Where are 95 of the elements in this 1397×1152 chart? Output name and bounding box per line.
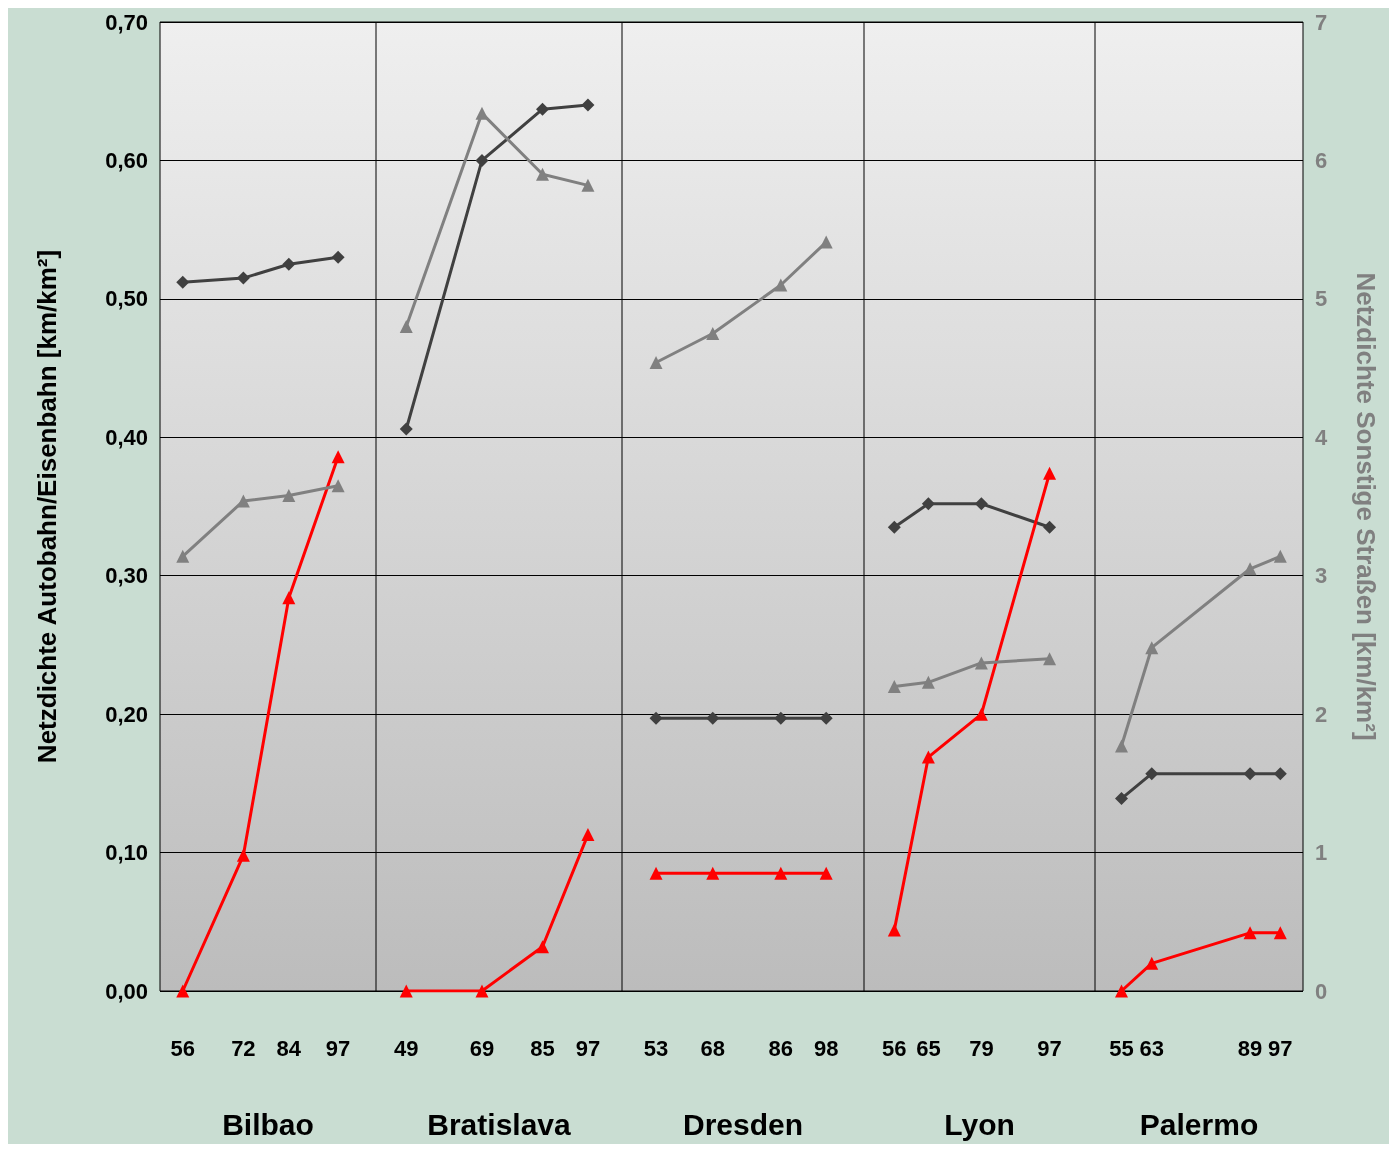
y-tick-label: 0,50 [105, 286, 148, 312]
point [176, 984, 190, 998]
point [535, 167, 549, 181]
point [1043, 652, 1057, 666]
x-tick-label: 97 [325, 1035, 351, 1061]
point [176, 275, 190, 289]
y2-axis-title: Netzdichte Sonstige Straßen [km/km²] [1350, 272, 1381, 741]
x-tick-label: 56 [170, 1035, 195, 1061]
point [1145, 956, 1159, 970]
x-tick-label: 97 [575, 1035, 600, 1061]
point [1145, 641, 1159, 655]
point [176, 549, 190, 563]
point [236, 271, 250, 285]
point [887, 520, 901, 534]
y2-tick-label: 2 [1314, 701, 1328, 727]
point [1273, 549, 1287, 563]
x-tick-label: 97 [1037, 1035, 1062, 1061]
y2-tick-label: 1 [1314, 840, 1328, 866]
point [1114, 739, 1128, 753]
point [1273, 926, 1287, 940]
x-tick-label: 69 [469, 1035, 494, 1061]
point [236, 494, 250, 508]
point [399, 422, 413, 436]
point [1114, 792, 1128, 806]
point [475, 106, 489, 120]
point [282, 257, 296, 271]
y-tick-label: 0,10 [105, 840, 148, 866]
y-tick-label: 0,20 [105, 701, 148, 727]
y-tick-label: 0,30 [105, 563, 148, 589]
y2-tick-label: 0 [1314, 978, 1328, 1004]
point [974, 497, 988, 511]
point [581, 98, 595, 112]
point [1243, 562, 1257, 576]
x-tick-label: 49 [393, 1035, 419, 1061]
point [475, 984, 489, 998]
x-tick-label: 63 [1139, 1035, 1164, 1061]
point [921, 497, 935, 511]
y-tick-label: 0,40 [105, 424, 148, 450]
point [581, 828, 595, 842]
y2-tick-label: 3 [1314, 563, 1328, 589]
point [1145, 767, 1159, 781]
x-tick-label: 86 [768, 1035, 793, 1061]
x-tick-label: 79 [969, 1035, 994, 1061]
point [282, 488, 296, 502]
x-axis-title: Lyon [944, 1107, 1015, 1141]
point [399, 320, 413, 334]
point [399, 984, 413, 998]
point [1243, 767, 1257, 781]
x-tick-label: 53 [643, 1035, 669, 1061]
x-tick-label: 89 [1237, 1035, 1263, 1061]
y2-tick-label: 5 [1314, 286, 1328, 312]
y-tick-label: 0,60 [105, 147, 148, 173]
x-axis-title: Bilbao [222, 1107, 314, 1141]
x-tick-label: 85 [530, 1035, 555, 1061]
point [331, 450, 345, 464]
point [581, 178, 595, 192]
point [282, 591, 296, 605]
point [774, 278, 788, 292]
point [974, 707, 988, 721]
x-tick-label: 68 [700, 1035, 725, 1061]
x-tick-label: 98 [813, 1035, 839, 1061]
point [887, 923, 901, 937]
point [1114, 984, 1128, 998]
x-tick-label: 97 [1267, 1035, 1293, 1061]
point [1273, 767, 1287, 781]
point [331, 479, 345, 493]
point [535, 940, 549, 954]
point [331, 250, 345, 264]
y2-tick-label: 4 [1314, 424, 1328, 450]
point [705, 326, 719, 340]
y-axis-title: Netzdichte Autobahn/Eisenbahn [km/km²] [32, 249, 62, 764]
point [887, 679, 901, 693]
x-tick-label: 65 [916, 1035, 941, 1061]
x-tick-label: 55 [1109, 1035, 1134, 1061]
point [236, 848, 250, 862]
point [535, 102, 549, 116]
point [974, 656, 988, 670]
point [649, 356, 663, 370]
point [475, 153, 489, 167]
x-axis-title: Palermo [1139, 1107, 1259, 1141]
y-tick-label: 0,00 [105, 978, 148, 1004]
point [921, 675, 935, 689]
point [921, 750, 935, 764]
point [1243, 926, 1257, 940]
point [819, 235, 833, 249]
y-tick-label: 0,70 [105, 9, 148, 35]
x-axis-title: Bratislava [427, 1107, 571, 1141]
x-tick-label: 56 [882, 1035, 907, 1061]
y2-tick-label: 7 [1314, 9, 1328, 35]
x-tick-label: 84 [276, 1035, 302, 1061]
x-tick-label: 72 [231, 1035, 256, 1061]
point [1043, 466, 1057, 480]
point [1043, 520, 1057, 534]
y2-tick-label: 6 [1314, 147, 1328, 173]
x-axis-title: Dresden [682, 1107, 803, 1141]
